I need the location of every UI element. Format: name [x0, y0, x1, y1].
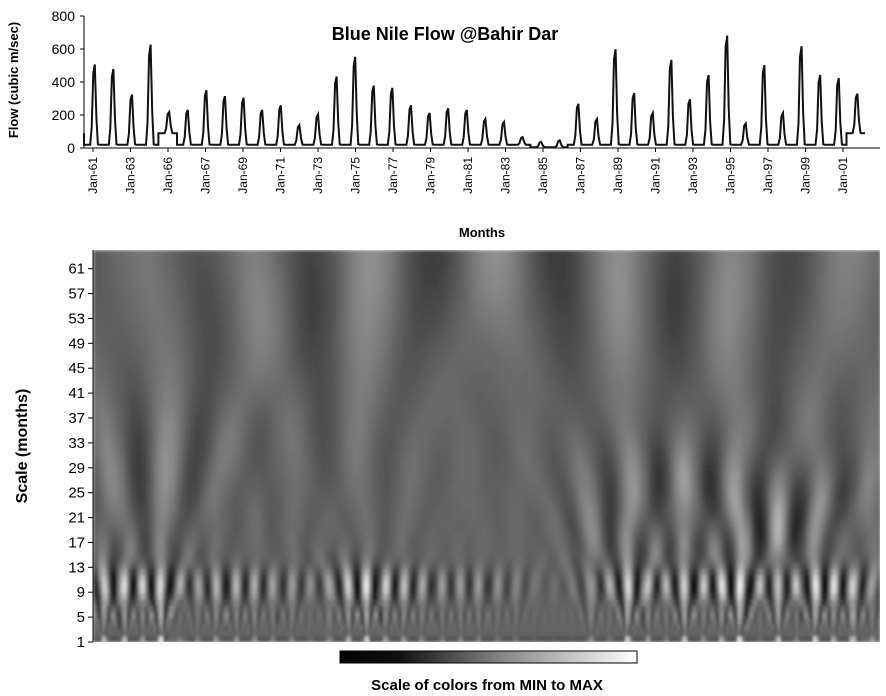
x-tick-label: Jan-83 [499, 157, 513, 194]
y-axis-label: Flow (cubic m/sec) [6, 22, 21, 138]
scale-tick-label: 61 [68, 261, 85, 278]
scale-tick-label: 13 [68, 559, 85, 576]
colorbar: Scale of colors from MIN to MAX [339, 650, 638, 694]
scale-tick-label: 17 [68, 534, 85, 551]
scale-tick-label: 37 [68, 410, 85, 427]
scale-tick-label: 49 [68, 335, 85, 352]
wavelet-heatmap: 1 5 9 13 17 21 25 29 33 37 41 45 49 53 57 61 Scale (mon… [14, 250, 880, 651]
x-axis-label: Months [459, 225, 505, 240]
y-tick-label: 800 [52, 8, 76, 24]
scale-tick-label: 45 [68, 360, 85, 377]
y-tick-label: 200 [52, 107, 76, 123]
x-axis: Jan-61 Jan-63 Jan-66 Jan-67 Jan-69 Jan-71 Jan-… [84, 147, 880, 194]
x-tick-label: Jan-75 [349, 157, 363, 194]
x-tick-label: Jan-71 [274, 157, 288, 194]
scale-axis-label: Scale (months) [14, 389, 31, 504]
x-tick-label: Jan-97 [761, 157, 775, 194]
x-tick-label: Jan-67 [199, 157, 213, 194]
scale-tick-label: 25 [68, 485, 85, 502]
x-tick-label: Jan-95 [724, 157, 738, 194]
x-tick-label: Jan-61 [86, 157, 100, 194]
scale-axis: 1 5 9 13 17 21 25 29 33 37 41 45 49 53 57 61 [68, 250, 94, 651]
x-tick-label: Jan-77 [386, 157, 400, 194]
heatmap-cells [93, 250, 880, 642]
colorbar-label: Scale of colors from MIN to MAX [371, 677, 603, 694]
scale-tick-label: 41 [68, 385, 85, 402]
flow-line-chart: Blue Nile Flow @Bahir Dar 0200400600800 … [6, 8, 880, 240]
x-tick-label: Jan-93 [686, 157, 700, 194]
x-tick-label: Jan-81 [461, 157, 475, 194]
scale-tick-label: 5 [77, 609, 85, 626]
x-tick-label: Jan-01 [836, 157, 850, 194]
x-tick-label: Jan-79 [424, 157, 438, 194]
chart-title: Blue Nile Flow @Bahir Dar [332, 24, 559, 44]
x-tick-label: Jan-89 [611, 157, 625, 194]
x-tick-label: Jan-66 [161, 157, 175, 194]
x-tick-label: Jan-99 [799, 157, 813, 194]
y-tick-label: 0 [67, 140, 75, 156]
x-tick-label: Jan-91 [649, 157, 663, 194]
y-axis: 0 200 400 600 800 [52, 8, 85, 156]
y-tick-label: 400 [52, 74, 76, 90]
x-tick-label: Jan-87 [574, 157, 588, 194]
y-tick-label: 600 [52, 41, 76, 57]
scale-tick-label: 9 [77, 584, 85, 601]
x-tick-label: Jan-85 [536, 157, 550, 194]
colorbar-gradient [339, 650, 638, 664]
scale-tick-label: 29 [68, 460, 85, 477]
flow-series-line [83, 35, 866, 149]
scale-tick-label: 21 [68, 510, 85, 527]
x-tick-label: Jan-73 [311, 157, 325, 194]
scale-tick-label: 1 [77, 634, 85, 651]
x-tick-label: Jan-63 [124, 157, 138, 194]
x-tick-label: Jan-69 [236, 157, 250, 194]
scale-tick-label: 53 [68, 310, 85, 327]
scale-tick-label: 33 [68, 435, 85, 452]
scale-tick-label: 57 [68, 286, 85, 303]
